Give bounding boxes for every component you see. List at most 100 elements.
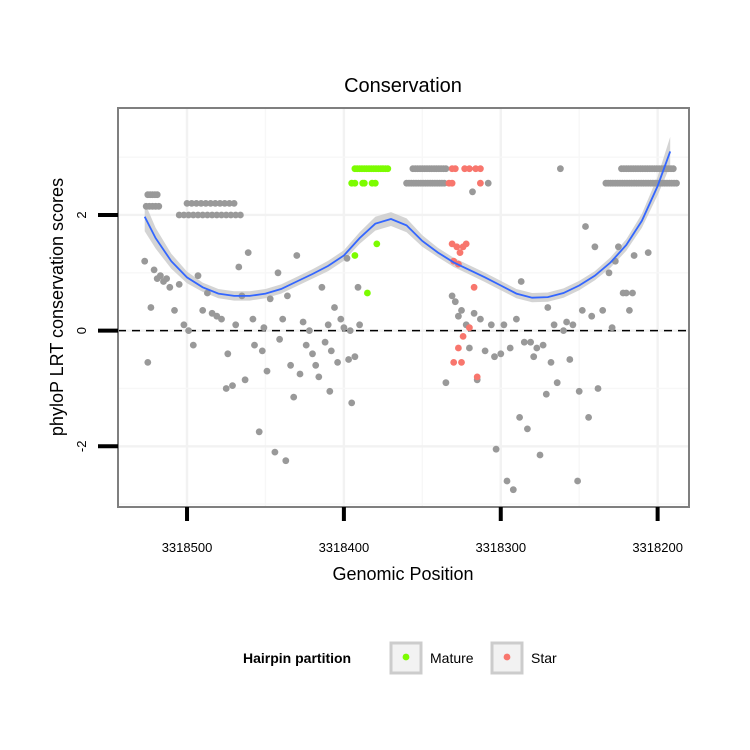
other-point xyxy=(315,373,323,381)
other-point xyxy=(599,307,607,314)
x-axis: 3318500 3318400 3318300 3318200 xyxy=(162,507,683,555)
star-point xyxy=(462,240,470,248)
other-point xyxy=(340,324,348,332)
other-point xyxy=(626,307,633,314)
other-point xyxy=(199,211,207,219)
star-point xyxy=(473,373,481,381)
other-point xyxy=(218,211,225,219)
other-point xyxy=(458,307,465,314)
legend-title: Hairpin partition xyxy=(243,650,351,666)
legend-swatch-star xyxy=(503,653,511,661)
other-point xyxy=(530,353,538,361)
other-point xyxy=(213,211,221,219)
other-point xyxy=(553,379,561,387)
star-point xyxy=(466,165,473,173)
other-point xyxy=(469,188,476,196)
other-point xyxy=(560,327,567,334)
other-point xyxy=(351,353,359,361)
other-point xyxy=(448,292,456,300)
other-point xyxy=(594,385,602,392)
other-point xyxy=(258,347,266,355)
other-point xyxy=(491,353,498,361)
other-point xyxy=(175,281,183,288)
other-point xyxy=(630,252,638,259)
smooth-fit-line xyxy=(143,151,672,299)
other-point xyxy=(232,321,240,329)
other-point xyxy=(337,315,345,323)
other-point xyxy=(345,356,352,363)
other-point xyxy=(194,211,202,219)
other-point xyxy=(440,179,448,187)
other-point xyxy=(497,350,505,358)
other-point xyxy=(155,202,163,210)
other-point xyxy=(509,486,517,494)
other-point xyxy=(218,315,225,323)
other-point xyxy=(327,347,335,355)
other-point xyxy=(324,321,332,329)
series-other xyxy=(141,165,680,494)
x-axis-label: Genomic Position xyxy=(332,564,473,584)
other-point xyxy=(230,200,238,207)
plot-border xyxy=(117,107,690,508)
other-point xyxy=(334,359,341,366)
other-point xyxy=(306,327,313,334)
other-point xyxy=(284,292,291,300)
other-point xyxy=(276,335,283,343)
star-point xyxy=(458,359,465,366)
other-point xyxy=(175,211,183,219)
star-point xyxy=(477,179,484,187)
other-point xyxy=(202,200,210,207)
smooth-layer xyxy=(143,151,672,299)
star-point xyxy=(455,344,462,352)
other-point xyxy=(547,359,555,366)
other-point xyxy=(539,341,547,349)
other-point xyxy=(615,243,622,251)
other-point xyxy=(326,387,334,395)
confidence-ribbon xyxy=(144,136,671,303)
other-point xyxy=(569,321,577,329)
other-point xyxy=(189,211,197,219)
legend-swatch-mature xyxy=(402,653,410,661)
other-point xyxy=(451,298,459,306)
mature-point xyxy=(351,252,359,259)
mature-point xyxy=(373,240,381,248)
other-point xyxy=(235,263,243,271)
other-point xyxy=(527,338,534,346)
chart-title: Conservation xyxy=(344,75,462,97)
other-point xyxy=(513,315,520,323)
other-point xyxy=(251,341,258,349)
other-point xyxy=(356,321,363,329)
other-point xyxy=(492,445,500,453)
other-point xyxy=(290,393,298,401)
other-point xyxy=(608,324,616,332)
star-point xyxy=(450,359,458,366)
other-point xyxy=(141,257,149,265)
other-point xyxy=(477,315,484,323)
other-point xyxy=(550,321,558,329)
mature-point xyxy=(364,289,371,297)
y-tick-label: -2 xyxy=(74,441,89,453)
other-point xyxy=(224,350,232,358)
other-point xyxy=(263,367,271,375)
legend: Hairpin partition Mature Star xyxy=(243,641,557,675)
other-point xyxy=(207,200,215,207)
other-point xyxy=(644,249,652,256)
other-point xyxy=(237,211,244,219)
star-point xyxy=(466,324,473,332)
star-point xyxy=(477,165,484,173)
star-point xyxy=(461,165,469,173)
other-point xyxy=(163,275,171,282)
other-point xyxy=(153,191,161,199)
other-point xyxy=(470,309,478,317)
other-point xyxy=(249,315,257,323)
other-point xyxy=(180,211,188,219)
mature-point xyxy=(351,179,359,187)
other-point xyxy=(226,200,233,207)
other-point xyxy=(312,361,320,369)
other-point xyxy=(442,379,450,387)
star-point xyxy=(472,165,480,173)
other-point xyxy=(194,272,202,280)
other-point xyxy=(266,295,274,303)
other-point xyxy=(321,338,329,346)
x-tick-label: 3318300 xyxy=(475,540,526,555)
